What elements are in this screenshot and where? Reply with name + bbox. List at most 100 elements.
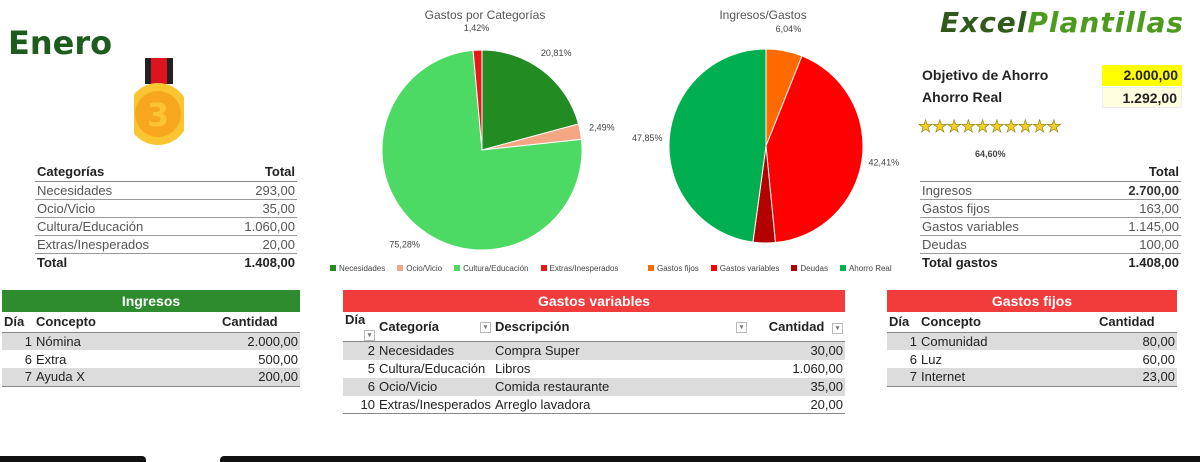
cell-cantidad: 20,00 xyxy=(749,396,845,414)
summary-label: Gastos variables xyxy=(920,217,1089,235)
cell-dia: 10 xyxy=(343,396,377,414)
table-title: Ingresos xyxy=(2,290,300,312)
data-label: 6,04% xyxy=(776,24,802,34)
col-dia: Día xyxy=(887,312,919,332)
savings-real-value: 1.292,00 xyxy=(1102,87,1182,108)
chart-legend: Gastos fijos Gastos variables Deudas Ahorro… xyxy=(648,264,892,273)
summary-value: 1.145,00 xyxy=(1089,217,1181,235)
data-label: 75,28% xyxy=(389,239,420,249)
cell-dia: 7 xyxy=(887,368,919,386)
cell-concepto: Comunidad xyxy=(919,332,1097,350)
cell-dia: 1 xyxy=(2,332,34,350)
rating-stars: ★★★★★★★★★★ xyxy=(918,117,1061,137)
bottom-button-left[interactable] xyxy=(0,456,146,462)
summary-total-value: 1.408,00 xyxy=(1089,253,1181,271)
legend-label: Gastos variables xyxy=(720,264,780,273)
cell-categoria: Ocio/Vicio xyxy=(377,378,493,396)
cell-concepto: Nómina xyxy=(34,332,220,350)
bottom-button-right[interactable] xyxy=(220,456,1200,462)
col-descripcion: Descripción xyxy=(495,319,569,334)
filter-dropdown-icon[interactable]: ▾ xyxy=(736,322,747,333)
cell-concepto: Luz xyxy=(919,350,1097,368)
header-categorias: Categorías xyxy=(35,163,213,181)
data-label: 42,41% xyxy=(869,158,900,168)
star-icon: ★ xyxy=(975,117,989,136)
cell-cantidad: 60,00 xyxy=(1097,350,1177,368)
cell-cantidad: 1.060,00 xyxy=(749,360,845,378)
cell-cantidad: 200,00 xyxy=(220,368,300,386)
col-cantidad: Cantidad xyxy=(1097,312,1177,332)
legend-swatch xyxy=(648,265,654,271)
cat-label: Cultura/Educación xyxy=(35,217,213,235)
cell-dia: 2 xyxy=(343,342,377,360)
cell-descripcion: Comida restaurante xyxy=(493,378,749,396)
legend-entry: Gastos variables xyxy=(711,264,780,273)
pie-slice-ahorro-real[interactable] xyxy=(669,49,766,242)
cell-dia: 7 xyxy=(2,368,34,386)
star-icon: ★ xyxy=(1004,117,1018,136)
summary-label: Deudas xyxy=(920,235,1089,253)
cell-dia: 5 xyxy=(343,360,377,378)
col-cantidad: Cantidad xyxy=(769,319,825,334)
star-icon: ★ xyxy=(961,117,975,136)
cell-categoria: Necesidades xyxy=(377,342,493,360)
cell-descripcion: Compra Super xyxy=(493,342,749,360)
summary-label: Gastos fijos xyxy=(920,199,1089,217)
legend-label: Ocio/Vicio xyxy=(406,264,442,273)
cell-dia: 6 xyxy=(2,350,34,368)
summary-label: Ingresos xyxy=(920,181,1089,199)
month-title: Enero xyxy=(8,24,112,62)
chart-gastos-categorias[interactable]: Gastos por Categorías 20,81%2,49%75,28%1… xyxy=(330,0,640,285)
savings-goal-label: Objetivo de Ahorro xyxy=(922,67,1048,83)
star-icon: ★ xyxy=(1046,117,1060,136)
cell-cantidad: 80,00 xyxy=(1097,332,1177,350)
col-concepto: Concepto xyxy=(919,312,1097,332)
cell-cantidad: 2.000,00 xyxy=(220,332,300,350)
legend-label: Gastos fijos xyxy=(657,264,699,273)
filter-dropdown-icon[interactable]: ▾ xyxy=(480,322,491,333)
third-place-medal-icon: 3 xyxy=(134,56,184,150)
legend-swatch xyxy=(711,265,717,271)
header-total: Total xyxy=(1089,163,1181,181)
summary-value: 2.700,00 xyxy=(1089,181,1181,199)
legend-label: Ahorro Real xyxy=(849,264,892,273)
chart-ingresos-gastos[interactable]: Ingresos/Gastos 6,04%42,41%3,70%47,85% G… xyxy=(618,0,908,285)
cat-label: Ocio/Vicio xyxy=(35,199,213,217)
legend-swatch xyxy=(330,265,336,271)
legend-swatch xyxy=(791,265,797,271)
filter-dropdown-icon[interactable]: ▾ xyxy=(364,330,375,341)
cat-value: 293,00 xyxy=(213,181,297,199)
cell-concepto: Ayuda X xyxy=(34,368,220,386)
cell-dia: 1 xyxy=(887,332,919,350)
col-cantidad: Cantidad xyxy=(220,312,300,332)
cat-value: 1.060,00 xyxy=(213,217,297,235)
data-label: 47,85% xyxy=(632,133,663,143)
savings-goal-value[interactable]: 2.000,00 xyxy=(1102,65,1182,86)
legend-label: Extras/Inesperados xyxy=(550,264,619,273)
legend-entry: Extras/Inesperados xyxy=(541,264,619,273)
filter-dropdown-icon[interactable]: ▾ xyxy=(832,323,843,334)
star-icon: ★ xyxy=(989,117,1003,136)
data-label: 20,81% xyxy=(541,48,572,58)
legend-label: Deudas xyxy=(800,264,828,273)
star-icon: ★ xyxy=(918,117,932,136)
cell-descripcion: Libros xyxy=(493,360,749,378)
pie-chart: 6,04%42,41%3,70%47,85% xyxy=(618,0,908,260)
cat-value: 20,00 xyxy=(213,235,297,253)
summary-value: 100,00 xyxy=(1089,235,1181,253)
cat-label: Necesidades xyxy=(35,181,213,199)
summary-total-label: Total gastos xyxy=(920,253,1089,271)
